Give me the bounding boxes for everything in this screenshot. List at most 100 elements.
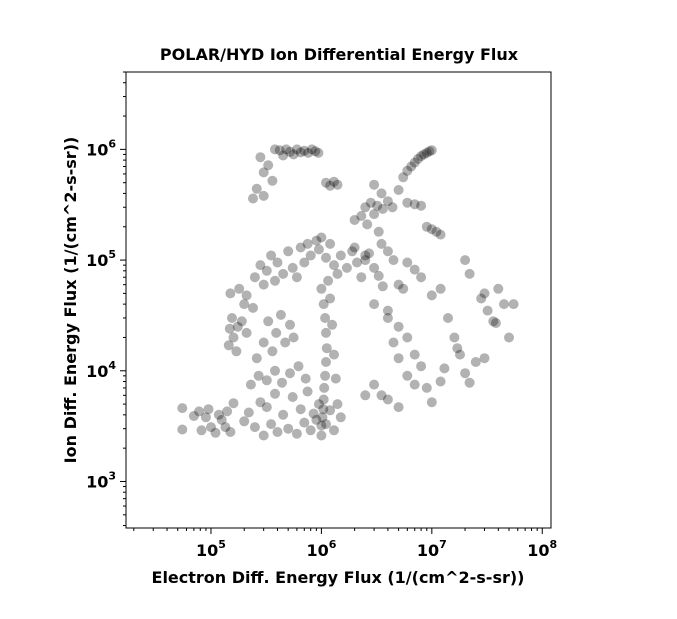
data-point <box>266 419 277 430</box>
data-point <box>402 370 413 381</box>
data-point <box>360 390 371 401</box>
data-point <box>261 375 272 386</box>
data-point <box>274 145 285 156</box>
data-point <box>213 409 224 420</box>
data-point <box>270 388 280 399</box>
data-point <box>281 144 292 155</box>
data-point <box>196 425 207 436</box>
data-point <box>206 422 216 433</box>
data-point <box>278 409 289 420</box>
data-point <box>318 299 329 310</box>
data-point <box>332 268 343 279</box>
data-point <box>393 279 404 290</box>
data-point <box>387 202 398 213</box>
data-point <box>365 197 376 208</box>
data-point <box>369 262 380 273</box>
data-point <box>263 160 274 171</box>
data-point <box>482 305 493 316</box>
data-point <box>431 226 442 237</box>
data-point <box>285 146 295 157</box>
data-point <box>360 255 371 266</box>
data-point <box>508 299 519 310</box>
data-point <box>362 219 373 230</box>
data-point <box>325 293 336 304</box>
data-point <box>239 416 250 427</box>
data-point <box>228 332 239 343</box>
data-point <box>222 406 233 417</box>
data-point <box>243 407 254 418</box>
data-point <box>335 250 346 261</box>
data-point <box>393 185 404 195</box>
data-point <box>398 283 409 294</box>
data-point <box>329 425 339 436</box>
data-point <box>272 257 283 268</box>
data-point <box>303 147 314 158</box>
data-point <box>325 238 336 249</box>
data-point <box>283 423 294 434</box>
data-point <box>270 144 280 155</box>
data-point <box>402 197 413 208</box>
data-point <box>419 149 429 160</box>
data-point <box>239 299 250 310</box>
data-point <box>323 275 334 286</box>
data-point <box>426 397 437 408</box>
data-point <box>388 337 399 348</box>
data-point <box>308 408 319 419</box>
data-point <box>311 414 322 425</box>
data-point <box>251 183 262 194</box>
data-point <box>316 232 327 243</box>
data-point <box>409 264 420 275</box>
data-point <box>249 272 260 283</box>
data-point <box>225 288 236 299</box>
y-tick-label: 104 <box>86 359 116 381</box>
data-point <box>499 299 509 310</box>
data-point <box>364 248 374 259</box>
data-point <box>470 357 481 367</box>
data-point <box>200 412 211 423</box>
data-point <box>275 309 286 320</box>
data-point <box>360 250 371 261</box>
data-point <box>295 242 306 253</box>
data-point <box>248 302 258 313</box>
data-point <box>316 420 327 431</box>
data-point <box>267 346 278 357</box>
data-point <box>372 200 383 211</box>
data-point <box>305 425 316 436</box>
data-point <box>232 321 243 332</box>
data-point <box>409 157 420 168</box>
data-point <box>413 153 423 164</box>
data-point <box>376 390 387 401</box>
data-point <box>360 202 371 213</box>
data-point <box>270 275 280 286</box>
data-point <box>321 343 332 354</box>
data-point <box>234 283 245 294</box>
data-point <box>416 272 427 283</box>
data-point <box>406 161 417 172</box>
data-point <box>253 370 264 381</box>
data-point <box>210 427 221 438</box>
data-point <box>464 377 475 388</box>
data-point <box>241 290 252 301</box>
data-point <box>369 379 380 390</box>
data-point <box>319 382 330 393</box>
data-point <box>285 319 295 330</box>
data-point <box>382 313 393 323</box>
data-point <box>287 262 298 273</box>
data-point <box>249 422 260 433</box>
data-point <box>258 167 269 178</box>
data-point <box>393 353 404 364</box>
data-point <box>321 357 331 367</box>
y-tick-label: 105 <box>86 248 116 270</box>
data-point <box>258 279 269 290</box>
data-point <box>320 313 331 323</box>
data-point <box>402 165 413 176</box>
y-tick-label: 103 <box>86 469 116 491</box>
data-point <box>317 412 328 423</box>
data-point <box>267 175 278 186</box>
data-point <box>352 257 362 268</box>
data-point <box>476 293 487 304</box>
data-point <box>464 268 475 279</box>
data-point <box>377 203 388 214</box>
data-point <box>349 242 360 253</box>
data-point <box>382 394 393 405</box>
